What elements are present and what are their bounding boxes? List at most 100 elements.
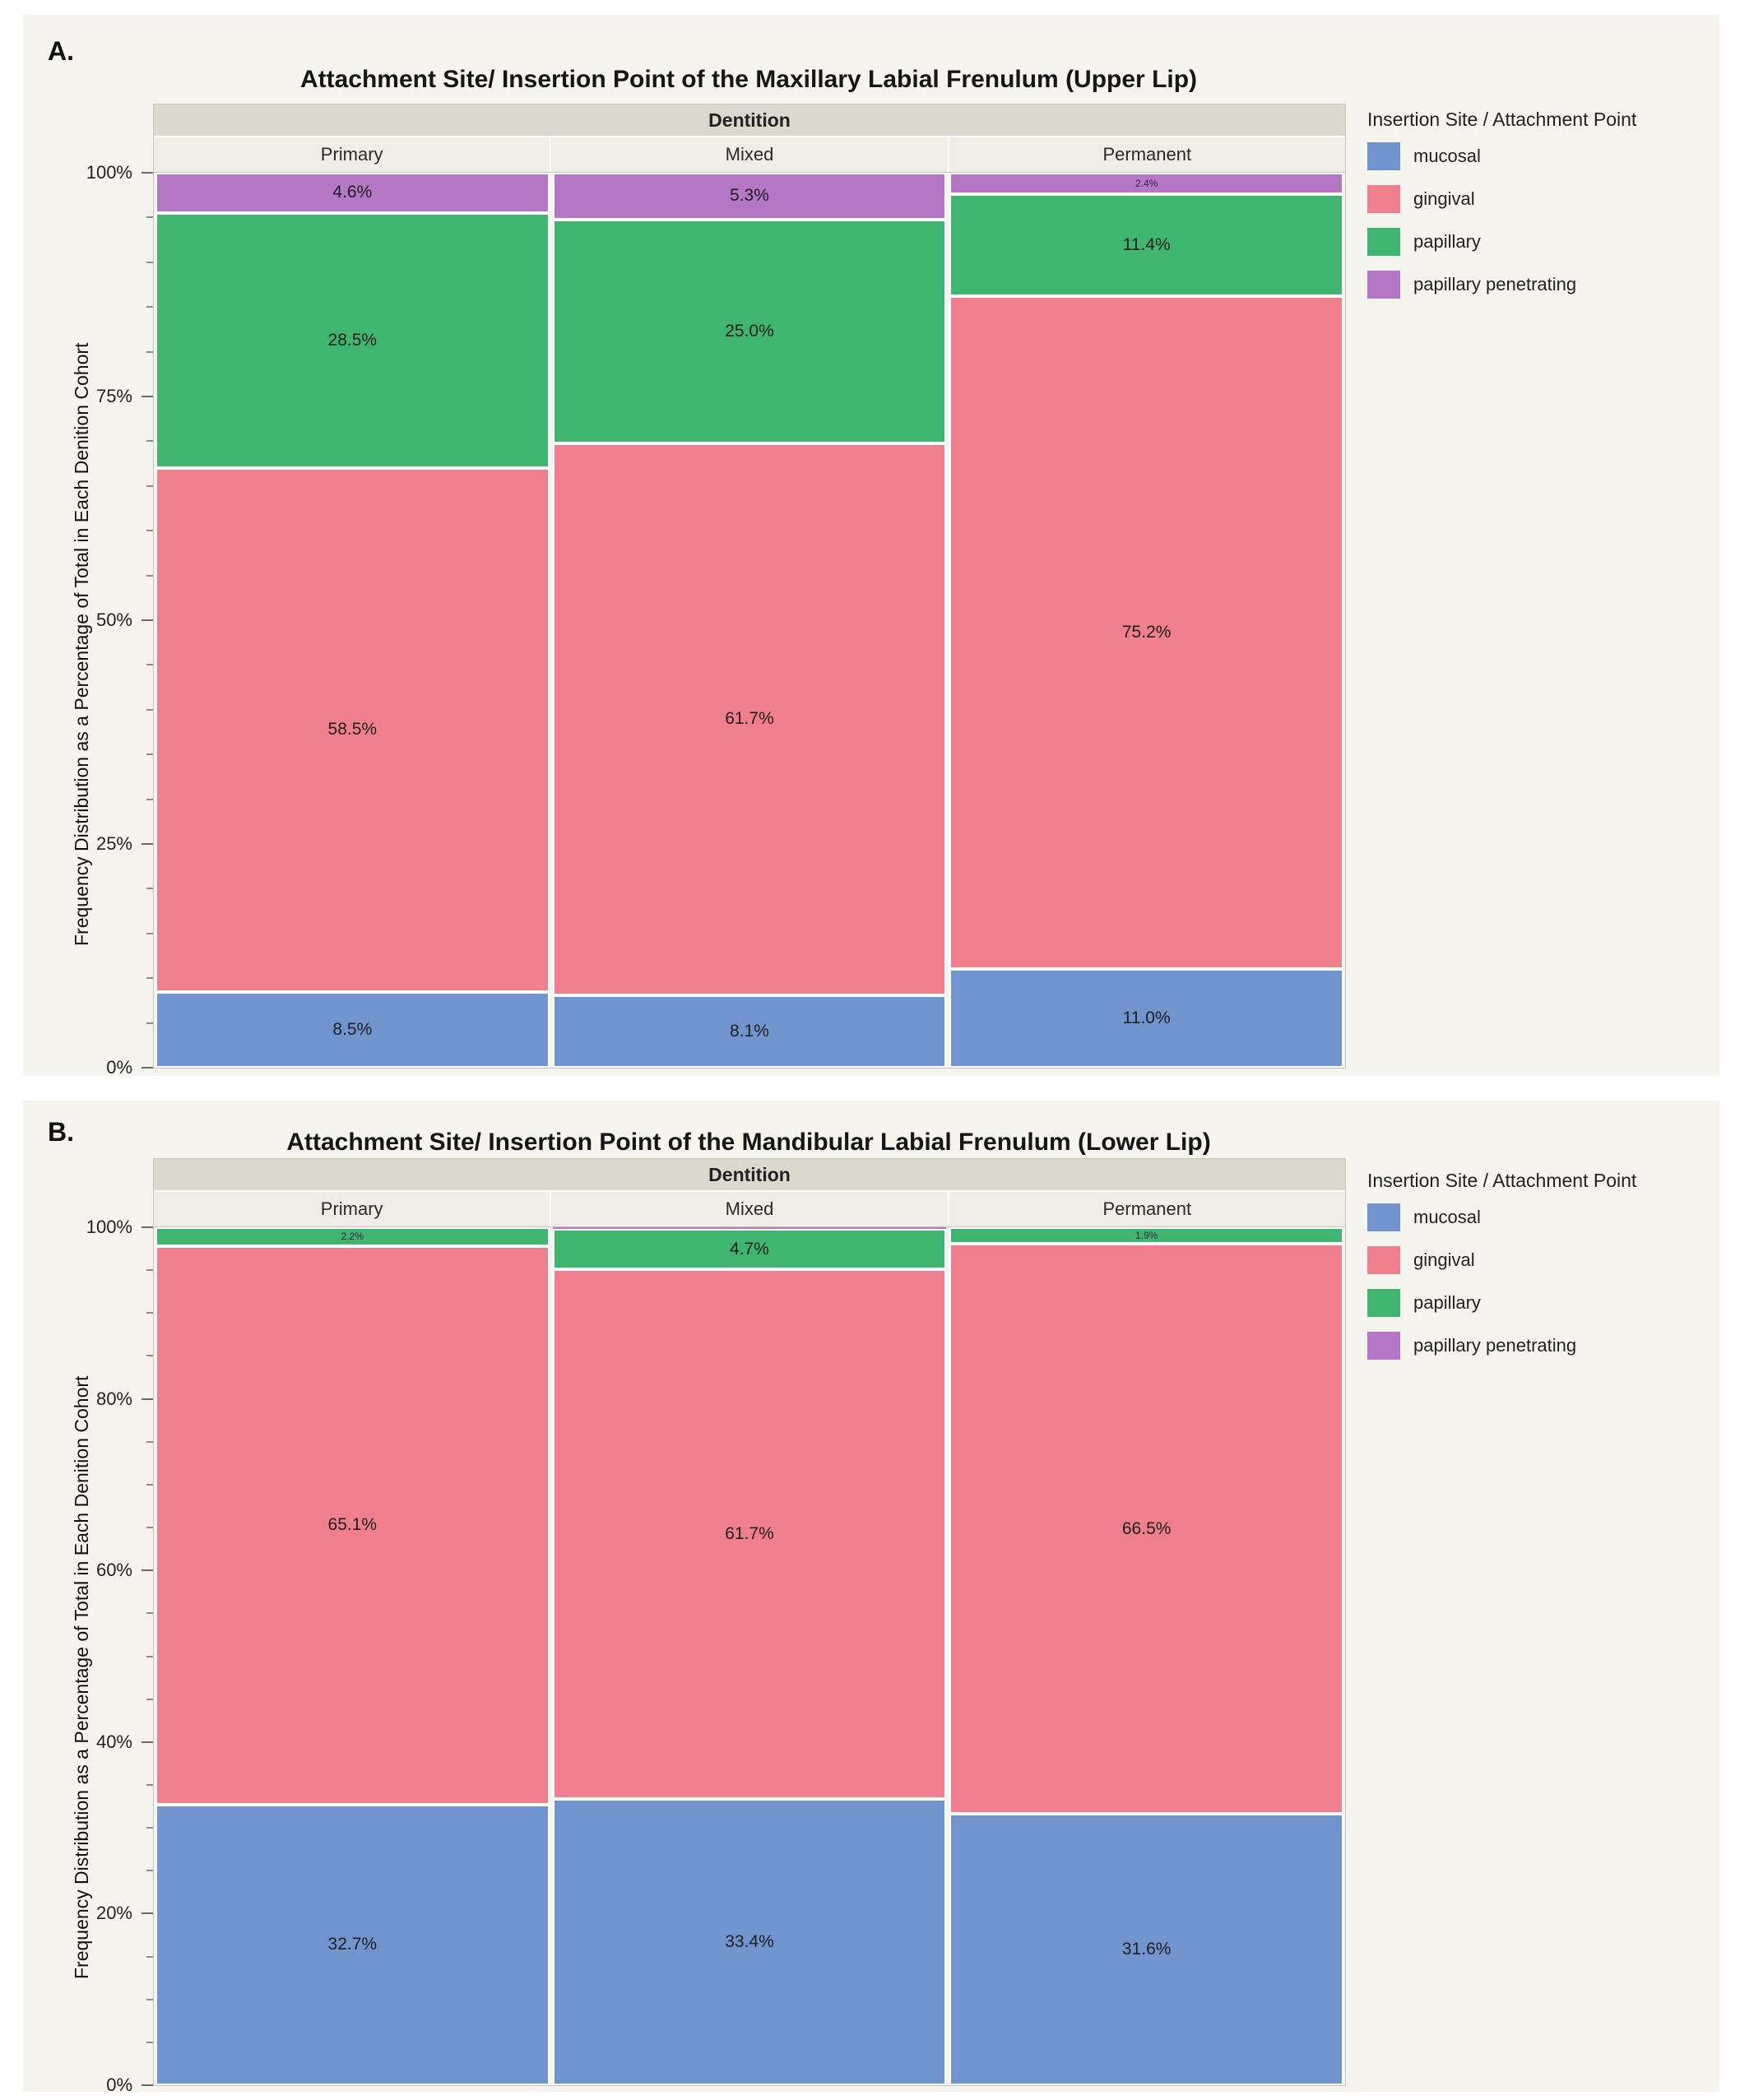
legend-label-papillary-penetrating: papillary penetrating — [1413, 1335, 1577, 1356]
segment-value-label: 32.7% — [327, 1935, 378, 1954]
y-tick-label-60: 60% — [95, 1560, 132, 1581]
segment-value-label: 33.4% — [725, 1931, 774, 1951]
y-major-tick-0 — [142, 1067, 153, 1069]
y-minor-tick-65 — [146, 484, 153, 487]
papillary-swatch-icon — [1367, 228, 1400, 256]
segment-mixed-mucosal: 8.1% — [552, 994, 947, 1068]
gingival-swatch-icon — [1367, 185, 1400, 213]
plot-frame: Dentition Primary Mixed Permanent 0% 25% 50% 75… — [86, 104, 1346, 1078]
y-tick-label-100: 100% — [86, 1217, 132, 1237]
y-minor-tick-75 — [146, 1440, 153, 1443]
panel-b: B. Attachment Site/ Insertion Point of th… — [23, 1101, 1719, 2095]
column-header-permanent: Permanent — [947, 1192, 1345, 1226]
y-major-tick-75 — [142, 396, 153, 397]
y-minor-tick-35 — [146, 1783, 153, 1786]
segment-permanent-papillary: 1.9% — [949, 1227, 1343, 1244]
legend-title: Insertion Site / Attachment Point — [1367, 109, 1637, 130]
y-minor-tick-95 — [146, 216, 153, 219]
papillary-swatch-icon — [1367, 1289, 1400, 1317]
legend-label-gingival: gingival — [1413, 1249, 1475, 1270]
y-axis-title: Frequency Distribution as a Percentage o… — [71, 1375, 92, 1979]
legend-title: Insertion Site / Attachment Point — [1367, 1170, 1637, 1191]
y-minor-tick-40 — [146, 708, 153, 711]
y-minor-tick-80 — [146, 350, 153, 353]
y-minor-tick-85 — [146, 306, 153, 308]
y-minor-tick-50 — [146, 1655, 153, 1657]
y-axis-title: Frequency Distribution as a Percentage o… — [71, 342, 92, 946]
panel-label-a: A. — [48, 36, 74, 66]
chart-title-a: Attachment Site/ Insertion Point of the … — [299, 66, 1198, 93]
plot-area: 0% 20% 40% 60% 80% 100% 32.7% 65.1% 2.2% 33.4% 61.… — [86, 1217, 1345, 2095]
y-major-tick-25 — [142, 843, 153, 845]
segment-primary-mucosal: 8.5% — [155, 991, 550, 1068]
y-minor-tick-70 — [146, 1483, 153, 1486]
segment-primary-mucosal: 32.7% — [155, 1804, 550, 2085]
segment-value-label: 11.4% — [1122, 235, 1171, 255]
papillary-penetrating-swatch-icon — [1367, 1332, 1400, 1360]
y-minor-tick-25 — [146, 1870, 153, 1872]
legend: Insertion Site / Attachment Point mucosal… — [1367, 109, 1713, 313]
plot-frame: Dentition Primary Mixed Permanent 0% 20% 40% 60… — [86, 1158, 1346, 2095]
segment-value-label: 4.7% — [730, 1239, 769, 1259]
y-major-tick-50 — [142, 619, 153, 621]
panel-label-b: B. — [48, 1117, 74, 1147]
y-tick-label-25: 25% — [95, 833, 132, 854]
segment-mixed-gingival: 61.7% — [552, 443, 947, 995]
segment-value-label: 31.6% — [1121, 1940, 1172, 1959]
y-tick-label-0: 0% — [106, 1057, 132, 1078]
mucosal-swatch-icon — [1367, 1203, 1400, 1231]
segment-permanent-papillary-penetrating: 2.4% — [949, 173, 1343, 195]
y-minor-tick-90 — [146, 261, 153, 263]
column-header-row: Primary Mixed Permanent — [154, 137, 1345, 173]
y-minor-tick-70 — [146, 440, 153, 443]
y-minor-tick-15 — [146, 1955, 153, 1958]
segment-permanent-mucosal: 31.6% — [949, 1814, 1343, 2085]
plot-area: 0% 25% 50% 75% 100% 8.5% 58.5% 28.5% 4.6% 8.1% 61.… — [86, 162, 1345, 1078]
segment-value-label: 61.7% — [725, 1523, 774, 1543]
mucosal-swatch-icon — [1367, 142, 1400, 170]
y-major-tick-100 — [142, 1226, 153, 1228]
y-minor-tick-45 — [146, 664, 153, 666]
segment-value-label: 8.5% — [332, 1019, 373, 1039]
legend-item-mucosal: mucosal — [1367, 142, 1713, 170]
y-minor-tick-45 — [146, 1698, 153, 1700]
segment-mixed-papillary-penetrating — [552, 1227, 947, 1230]
legend-label-papillary: papillary — [1413, 1292, 1481, 1313]
legend: Insertion Site / Attachment Point mucosal… — [1367, 1170, 1713, 1375]
y-minor-tick-65 — [146, 1527, 153, 1529]
y-major-tick-40 — [142, 1741, 153, 1743]
segment-mixed-papillary: 25.0% — [552, 219, 947, 443]
column-header-primary: Primary — [320, 144, 383, 165]
y-major-tick-100 — [142, 172, 153, 174]
segment-value-label: 25.0% — [725, 321, 774, 341]
papillary-penetrating-swatch-icon — [1367, 271, 1400, 299]
dentition-header: Dentition — [154, 1159, 1345, 1192]
y-minor-tick-30 — [146, 1827, 153, 1829]
segment-mixed-mucosal: 33.4% — [552, 1798, 947, 2085]
segment-primary-gingival: 58.5% — [155, 468, 550, 992]
y-major-tick-80 — [142, 1398, 153, 1400]
column-header-mixed: Mixed — [550, 137, 947, 172]
column-header-mixed: Mixed — [550, 1192, 947, 1226]
y-major-tick-20 — [142, 1912, 153, 1915]
y-tick-label-100: 100% — [86, 162, 132, 183]
segment-permanent-papillary: 11.4% — [949, 194, 1343, 297]
segment-value-label: 2.2% — [341, 1231, 364, 1243]
legend-item-papillary: papillary — [1367, 1289, 1713, 1317]
segment-primary-papillary: 2.2% — [155, 1227, 550, 1246]
legend-label-gingival: gingival — [1413, 188, 1475, 209]
segment-value-label: 75.2% — [1121, 623, 1172, 642]
y-minor-tick-5 — [146, 2041, 153, 2043]
segment-permanent-gingival: 66.5% — [949, 1243, 1343, 1815]
y-minor-tick-10 — [146, 1998, 153, 2000]
segment-value-label: 1.9% — [1134, 1229, 1158, 1241]
segment-primary-papillary: 28.5% — [155, 212, 550, 469]
column-header-row: Primary Mixed Permanent — [154, 1192, 1345, 1227]
gingival-swatch-icon — [1367, 1246, 1400, 1274]
segment-mixed-papillary-penetrating: 5.3% — [552, 173, 947, 220]
legend-item-gingival: gingival — [1367, 185, 1713, 213]
legend-item-papillary-penetrating: papillary penetrating — [1367, 271, 1713, 299]
segment-value-label: 11.0% — [1122, 1008, 1171, 1028]
segment-value-label: 8.1% — [730, 1021, 769, 1041]
y-minor-tick-10 — [146, 977, 153, 980]
